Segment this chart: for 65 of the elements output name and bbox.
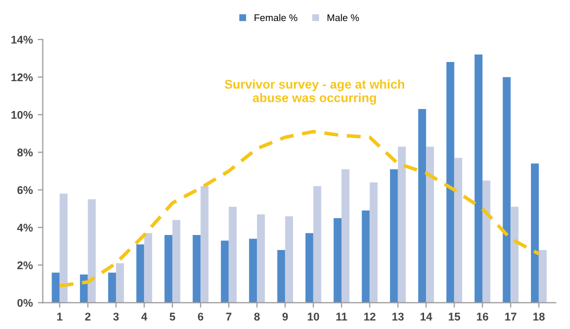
bar [482,180,490,303]
bar [342,169,350,303]
x-tick-label: 12 [364,312,376,320]
bar [60,194,68,303]
bar [88,199,96,303]
bar [285,216,294,303]
bar [256,214,265,303]
x-tick-label: 14 [420,312,432,320]
y-tick-label: 12% [11,73,33,82]
x-tick-label: 18 [533,312,545,321]
bar [144,233,152,303]
bar [136,244,144,303]
x-tick-label: 4 [141,312,148,320]
x-tick-label: 8 [254,312,260,321]
y-tick-label: 6% [17,186,33,194]
bar [220,240,229,303]
legend-label: Female % [254,14,298,22]
bar [249,238,257,303]
bar [277,250,286,303]
y-tick-label: 10% [11,110,33,119]
y-tick-label: 14% [11,36,33,44]
bar [426,146,434,303]
bar [116,263,124,303]
x-tick-label: 7 [226,312,232,320]
x-tick-label: 5 [170,312,176,321]
x-tick-label: 10 [308,312,320,321]
x-tick-label: 17 [505,312,516,320]
bar [305,233,314,303]
bar [192,235,201,303]
x-tick-label: 9 [282,312,288,321]
bar [510,206,519,303]
bar [446,62,454,303]
x-tick-label: 13 [392,312,404,321]
x-tick-label: 11 [336,312,348,320]
line-series [58,130,541,288]
bar [398,146,406,303]
y-tick-label: 2% [17,261,33,270]
bar [164,235,172,303]
bar [313,186,322,303]
x-tick-label: 6 [198,312,204,321]
bar [530,164,539,303]
bar [474,54,482,303]
bar [418,109,426,303]
x-tick-label: 3 [113,312,119,321]
bar [172,220,180,303]
bar [538,250,547,303]
x-tick-label: 16 [476,312,488,321]
bar [200,186,208,303]
bar [454,158,462,303]
bar [390,169,398,303]
y-tick-label: 0% [17,298,33,307]
annotation: Survivor survey - age at which abuse was occurring [224,80,404,105]
bar [108,272,116,303]
x-tick-label: 2 [85,312,90,320]
bar [52,272,60,303]
bar [362,210,370,303]
bar [502,77,511,303]
x-tick-label: 15 [448,312,460,321]
bar [228,206,237,303]
legend-label: Male % [328,14,359,22]
x-tick-label: 1 [57,312,62,320]
y-tick-label: 4% [17,224,33,232]
bar [334,218,342,303]
bar [370,182,378,303]
y-tick-label: 8% [17,148,33,156]
